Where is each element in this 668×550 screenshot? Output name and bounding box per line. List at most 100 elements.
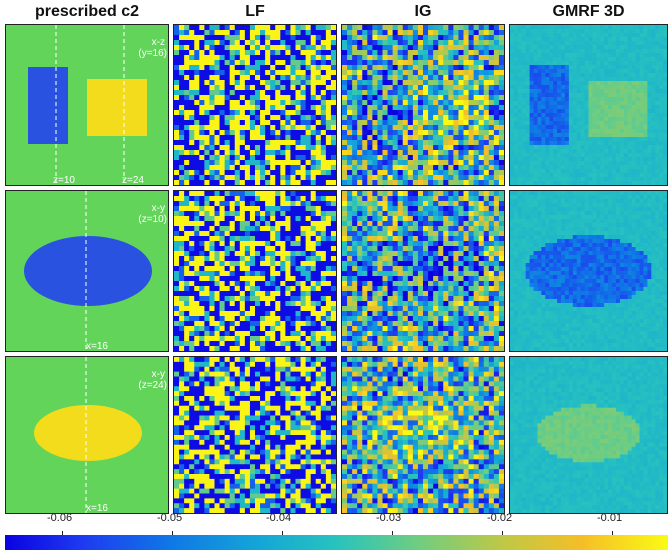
pixel-cell bbox=[209, 95, 216, 101]
pixel-cell bbox=[199, 135, 205, 141]
pixel-cell bbox=[592, 141, 597, 146]
pixel-cell bbox=[315, 135, 322, 141]
pixel-cell bbox=[428, 100, 434, 106]
pixel-cell bbox=[468, 211, 475, 217]
pixel-cell bbox=[377, 201, 384, 207]
pixel-cell bbox=[320, 30, 327, 36]
pixel-cell bbox=[580, 81, 586, 86]
pixel-cell bbox=[315, 271, 322, 277]
pixel-cell bbox=[352, 226, 358, 232]
pixel-cell bbox=[244, 125, 251, 131]
pixel-cell bbox=[453, 140, 460, 146]
pixel-cell bbox=[402, 175, 409, 181]
pixel-cell bbox=[174, 316, 180, 322]
pixel-cell bbox=[189, 50, 195, 56]
pixel-cell bbox=[564, 165, 570, 170]
pixel-cell bbox=[260, 180, 266, 185]
pixel-cell bbox=[468, 25, 475, 31]
pixel-cell bbox=[367, 100, 373, 106]
pixel-cell bbox=[580, 149, 586, 154]
pixel-cell bbox=[584, 53, 590, 58]
pixel-cell bbox=[438, 155, 444, 161]
pixel-cell bbox=[224, 150, 231, 156]
pixel-cell bbox=[513, 53, 519, 58]
noise-map bbox=[342, 25, 504, 185]
pixel-cell bbox=[568, 61, 574, 66]
pixel-cell bbox=[214, 25, 221, 31]
pixel-cell bbox=[199, 316, 205, 322]
pixel-cell bbox=[564, 29, 570, 34]
pixel-cell bbox=[615, 45, 621, 50]
pixel-cell bbox=[330, 336, 336, 342]
pixel-cell bbox=[533, 65, 539, 70]
pixel-cell bbox=[443, 100, 449, 106]
pixel-cell bbox=[189, 130, 195, 136]
pixel-cell bbox=[270, 130, 276, 136]
pixel-cell bbox=[397, 191, 404, 197]
pixel-cell bbox=[342, 105, 348, 111]
pixel-cell bbox=[588, 45, 594, 50]
pixel-cell bbox=[655, 53, 660, 58]
pixel-cell bbox=[214, 65, 221, 71]
pixel-cell bbox=[280, 301, 286, 307]
pixel-cell bbox=[561, 69, 566, 74]
pixel-cell bbox=[592, 181, 597, 185]
pixel-cell bbox=[184, 80, 190, 86]
pixel-cell bbox=[214, 216, 221, 222]
pixel-cell bbox=[204, 221, 211, 227]
pixel-cell bbox=[513, 137, 519, 142]
pixel-cell bbox=[265, 256, 271, 262]
pixel-cell bbox=[305, 286, 312, 292]
pixel-cell bbox=[423, 175, 429, 181]
pixel-cell bbox=[347, 45, 353, 51]
pixel-cell bbox=[305, 241, 312, 247]
pixel-cell bbox=[295, 45, 302, 51]
pixel-cell bbox=[249, 276, 256, 282]
pixel-cell bbox=[631, 165, 637, 170]
pixel-cell bbox=[604, 25, 609, 30]
pixel-cell bbox=[572, 145, 578, 150]
pixel-cell bbox=[549, 153, 554, 158]
pixel-cell bbox=[564, 121, 570, 126]
pixel-cell bbox=[402, 135, 409, 141]
pixel-cell bbox=[260, 241, 266, 247]
pixel-cell bbox=[387, 90, 394, 96]
pixel-cell bbox=[631, 69, 637, 74]
pixel-cell bbox=[533, 81, 539, 86]
pixel-cell bbox=[596, 69, 601, 74]
pixel-cell bbox=[372, 35, 379, 41]
pixel-cell bbox=[604, 89, 609, 94]
pixel-cell bbox=[382, 140, 389, 146]
pixel-cell bbox=[592, 65, 597, 70]
pixel-cell bbox=[342, 40, 348, 46]
pixel-cell bbox=[179, 50, 185, 56]
pixel-cell bbox=[468, 105, 475, 111]
pixel-cell bbox=[635, 109, 641, 114]
pixel-cell bbox=[619, 33, 625, 38]
pixel-cell bbox=[468, 170, 475, 176]
pixel-cell bbox=[488, 150, 495, 156]
pixel-cell bbox=[433, 140, 439, 146]
pixel-cell bbox=[627, 129, 633, 134]
pixel-cell bbox=[553, 169, 558, 174]
pixel-cell bbox=[224, 236, 231, 242]
pixel-cell bbox=[265, 231, 271, 237]
pixel-cell bbox=[639, 69, 645, 74]
pixel-cell bbox=[407, 180, 414, 185]
pixel-cell bbox=[510, 97, 515, 102]
pixel-cell bbox=[199, 170, 205, 176]
pixel-cell bbox=[244, 296, 251, 302]
pixel-cell bbox=[473, 180, 480, 185]
pixel-cell bbox=[347, 25, 353, 31]
pixel-cell bbox=[199, 291, 205, 297]
pixel-cell bbox=[280, 45, 286, 51]
pixel-cell bbox=[290, 65, 297, 71]
pixel-cell bbox=[655, 89, 660, 94]
pixel-cell bbox=[320, 286, 327, 292]
pixel-cell bbox=[305, 321, 312, 327]
pixel-cell bbox=[209, 281, 216, 287]
pixel-cell bbox=[458, 25, 465, 31]
pixel-cell bbox=[392, 180, 399, 185]
pixel-cell bbox=[367, 40, 373, 46]
pixel-cell bbox=[592, 77, 597, 82]
